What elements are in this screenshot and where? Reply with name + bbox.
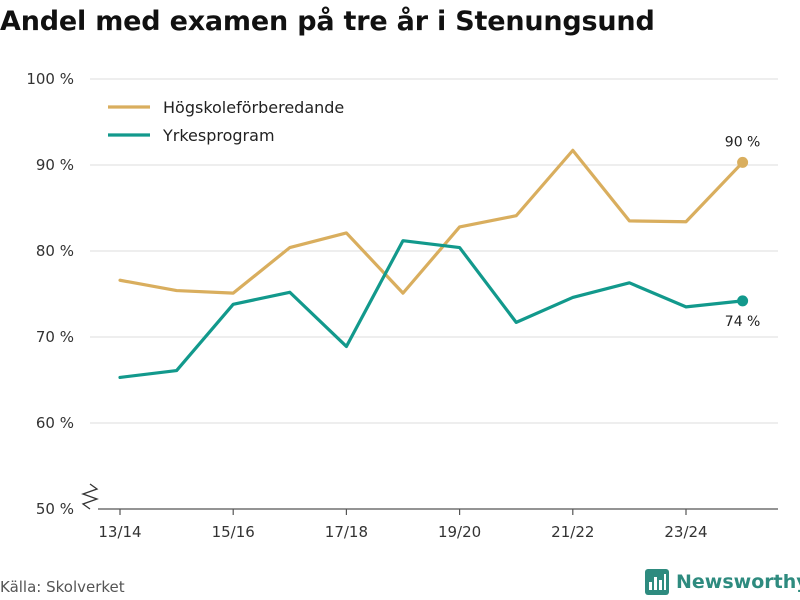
x-tick-label: 21/22 — [551, 523, 594, 541]
axes: 50 % 60 % 70 % 80 % 90 % 100 % 13/14 15/16 17/18… — [26, 70, 778, 541]
series-end-point-1 — [737, 156, 749, 168]
axis-break-mark — [81, 483, 99, 510]
series-lines — [118, 148, 749, 380]
series-line-1 — [118, 148, 745, 295]
end-value-label-2: 74 % — [725, 314, 761, 330]
newsworthy-logo-icon — [645, 569, 669, 595]
y-tick-label: 90 % — [36, 156, 74, 174]
x-tick-label: 17/18 — [325, 523, 368, 541]
legend-label-2: Yrkesprogram — [162, 126, 275, 145]
end-value-label-1: 90 % — [725, 134, 761, 150]
y-tick-label: 100 % — [26, 70, 74, 88]
series-line-2 — [118, 239, 745, 380]
y-tick-label: 70 % — [36, 328, 74, 346]
brand-name: Newsworthy — [676, 571, 800, 593]
x-tick-label: 19/20 — [438, 523, 481, 541]
x-tick-label: 23/24 — [664, 523, 707, 541]
brand-logo: Newsworthy — [644, 568, 800, 596]
y-tick-label: 60 % — [36, 414, 74, 432]
series-end-point-2 — [737, 295, 749, 307]
x-tick-label: 15/16 — [212, 523, 255, 541]
legend: Högskoleförberedande Yrkesprogram — [108, 98, 344, 145]
chart-title: Andel med examen på tre år i Stenungsund — [0, 6, 655, 37]
legend-label-1: Högskoleförberedande — [163, 98, 344, 117]
y-tick-label: 80 % — [36, 242, 74, 260]
source-note: Källa: Skolverket — [0, 578, 125, 596]
x-tick-label: 13/14 — [98, 523, 141, 541]
labels: 90 % 74 % — [725, 134, 761, 329]
y-tick-label: 50 % — [36, 500, 74, 518]
